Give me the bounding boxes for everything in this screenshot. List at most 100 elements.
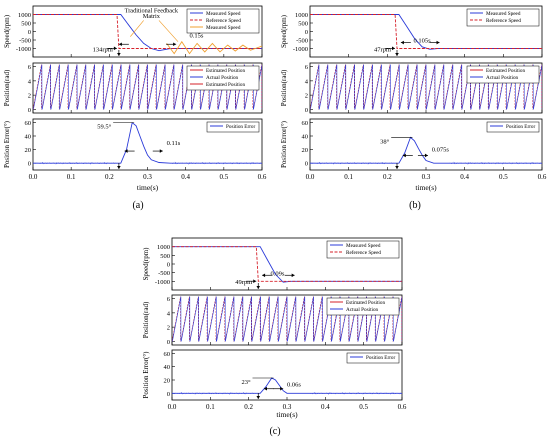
plot-area <box>310 14 542 50</box>
y-tick-label: -500 <box>19 38 31 45</box>
x-tick-label: 0.3 <box>283 403 292 411</box>
error-noise <box>32 161 262 165</box>
y-tick-label: 20 <box>25 147 32 154</box>
arrow-head <box>118 42 122 47</box>
series-line-position-error <box>310 136 542 164</box>
error-noise <box>171 391 402 395</box>
x-tick-label: 0.1 <box>67 173 76 181</box>
peak-error-label: 23° <box>241 379 251 386</box>
series-line-measured-speed <box>310 14 542 50</box>
x-tick-label: 0.3 <box>422 173 431 181</box>
y-tick-label: 6 <box>28 64 32 71</box>
arrow-head <box>256 396 261 399</box>
y-tick-label: 0 <box>167 339 170 346</box>
legend-entry: Measured Speed <box>206 11 241 17</box>
y-tick-label: -500 <box>158 270 170 277</box>
x-tick-label: 0.2 <box>383 173 392 181</box>
x-tick-label: 0.0 <box>29 173 38 181</box>
y-tick-label: 6 <box>305 64 309 71</box>
x-axis-label: time(s) <box>137 183 159 192</box>
y-tick-label: 40 <box>302 134 309 141</box>
legend-entry: Reference Speed <box>206 17 241 24</box>
y-axis-label: Position(rad) <box>3 69 11 106</box>
arrow-head <box>262 273 266 278</box>
y-tick-label: 20 <box>302 147 309 154</box>
y-tick-label: 4 <box>167 310 171 317</box>
traditional-callout-label: Traditional Feedback <box>125 7 179 14</box>
subplot-a-2: 6 4 2 0 Position(rad) Estimated PositionActua… <box>3 62 263 114</box>
plot-area <box>310 64 542 110</box>
legend-box <box>326 240 400 259</box>
overshoot-label: 134rpm <box>93 46 113 53</box>
x-tick-label: 0.2 <box>105 173 114 181</box>
arrow-head <box>400 40 404 45</box>
arrow-head <box>253 279 257 283</box>
series-line-measured-speed <box>33 14 262 52</box>
plot-area <box>33 14 262 55</box>
y-tick-label: 1000 <box>157 244 170 251</box>
y-tick-label: 60 <box>164 351 171 358</box>
series-line-actual-position <box>172 296 402 342</box>
plot-area <box>33 64 262 110</box>
x-tick-label: 0.5 <box>359 403 368 411</box>
x-tick-label: 0.3 <box>143 173 152 181</box>
legend-entry: Estimated Position <box>206 82 245 88</box>
x-tick-label: 0.2 <box>244 403 253 411</box>
plot-area <box>310 136 542 164</box>
y-axis-label: Position(rad) <box>280 69 288 106</box>
x-tick-label: 0.0 <box>306 173 315 181</box>
arrow-head <box>173 42 177 47</box>
y-tick-label: 500 <box>160 253 170 260</box>
arrow-head <box>291 273 295 278</box>
arrow-head <box>117 53 121 56</box>
y-axis-label: Speed(rpm) <box>142 247 150 281</box>
series-line-reference-speed <box>172 246 402 282</box>
legend-entry: Measured Speed <box>486 11 521 17</box>
x-tick-label: 0.6 <box>398 403 407 411</box>
callout-line <box>130 20 144 37</box>
y-tick-label: -1000 <box>155 279 170 286</box>
y-tick-label: 0 <box>305 29 308 36</box>
arrow-head <box>395 53 399 56</box>
panel-label: (c) <box>269 426 280 437</box>
y-tick-label: 40 <box>25 134 32 141</box>
x-tick-label: 0.1 <box>344 173 353 181</box>
legend-box <box>466 65 540 84</box>
y-tick-label: -1000 <box>16 46 31 53</box>
x-tick-label: 0.0 <box>168 403 177 411</box>
y-tick-label: 20 <box>164 378 171 385</box>
y-axis-label: Speed(rpm) <box>3 14 11 48</box>
legend-entry: Reference Speed <box>486 17 521 24</box>
legend-entry: Estimated Position <box>486 68 525 74</box>
subplot-a-3: 60 40 20 0 0.0 0.1 0.2 0.3 0.4 0.5 0.6 Position Err… <box>3 118 267 181</box>
error-noise <box>309 161 541 165</box>
arrow-head <box>280 386 284 391</box>
y-tick-label: 2 <box>167 325 170 332</box>
y-tick-label: 500 <box>298 21 308 28</box>
settling-time-label: 0.15s <box>189 32 203 39</box>
y-axis-label: Position(rad) <box>142 301 150 338</box>
y-tick-label: 60 <box>25 120 32 127</box>
y-tick-label: 0 <box>305 161 308 168</box>
arrow-head <box>117 166 121 169</box>
x-axis-label: time(s) <box>276 410 298 419</box>
recovery-time-label: 0.11s <box>167 140 181 147</box>
y-tick-label: 4 <box>28 78 32 85</box>
x-tick-label: 0.1 <box>206 403 215 411</box>
legend-entry: Estimated Position <box>206 68 245 74</box>
y-tick-label: 1000 <box>295 12 308 19</box>
peak-error-label: 59.5° <box>97 124 111 131</box>
series-line-measured-speed <box>166 40 262 55</box>
subplot-c-2: 6 4 2 0 Position(rad) Estimated PositionActua… <box>142 294 403 346</box>
y-tick-label: 2 <box>305 93 308 100</box>
legend-box <box>326 297 400 316</box>
arrow-head <box>392 46 395 51</box>
y-tick-label: 60 <box>302 120 309 127</box>
y-tick-label: 0 <box>28 161 31 168</box>
y-tick-label: 2 <box>28 93 31 100</box>
